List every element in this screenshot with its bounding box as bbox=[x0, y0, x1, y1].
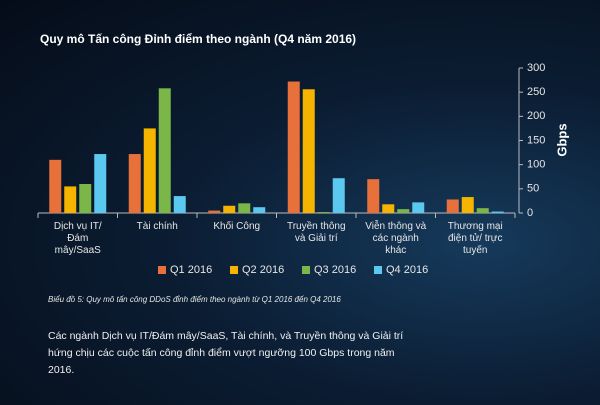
bar bbox=[238, 203, 251, 213]
bar bbox=[79, 184, 92, 213]
bar bbox=[412, 202, 425, 213]
bar bbox=[461, 197, 474, 213]
bar bbox=[397, 209, 410, 213]
legend-label: Q2 2016 bbox=[242, 264, 284, 276]
legend-swatch bbox=[158, 266, 166, 274]
bar bbox=[158, 88, 171, 213]
y-axis-label: Gbps bbox=[554, 123, 569, 156]
bar bbox=[94, 154, 107, 213]
bar bbox=[476, 208, 489, 213]
x-tick-label: Thương mại điện tử/ trực tuyến bbox=[447, 221, 503, 256]
y-tick-label: 50 bbox=[527, 183, 539, 195]
chart-title: Quy mô Tấn công Đỉnh điểm theo ngành (Q4… bbox=[40, 32, 357, 46]
bar bbox=[128, 154, 141, 213]
bar bbox=[143, 128, 156, 213]
bar bbox=[317, 212, 330, 213]
legend-label: Q1 2016 bbox=[170, 264, 212, 276]
bar bbox=[367, 179, 380, 213]
x-tick-label: Viễn thông và các ngành khác bbox=[365, 221, 427, 256]
bar bbox=[302, 89, 315, 213]
note: Các ngành Dịch vụ IT/Đám mây/SaaS, Tài c… bbox=[48, 330, 404, 376]
bar bbox=[49, 159, 62, 213]
y-tick-label: 0 bbox=[527, 207, 533, 219]
legend-label: Q3 2016 bbox=[314, 264, 356, 276]
x-tick-label: Khối Công bbox=[213, 221, 261, 232]
bar bbox=[491, 211, 504, 213]
x-tick-label: Truyền thông và Giải trí bbox=[286, 221, 346, 244]
legend-swatch bbox=[230, 266, 238, 274]
bar bbox=[287, 81, 300, 214]
y-tick-label: 250 bbox=[527, 86, 545, 98]
legend-swatch bbox=[374, 266, 382, 274]
bar bbox=[253, 207, 266, 213]
x-tick-label: Dịch vụ IT/Đám mây/SaaS bbox=[53, 221, 102, 256]
bar bbox=[332, 178, 345, 213]
bar bbox=[382, 204, 395, 213]
x-tick-label: Tài chính bbox=[136, 221, 178, 232]
legend-swatch bbox=[302, 266, 310, 274]
y-tick-label: 300 bbox=[527, 62, 545, 74]
bar bbox=[223, 205, 236, 213]
caption: Biểu đồ 5: Quy mô tấn công DDoS đỉnh điể… bbox=[48, 295, 341, 304]
bar bbox=[208, 210, 221, 213]
y-tick-label: 100 bbox=[527, 159, 545, 171]
bar bbox=[173, 196, 186, 213]
legend-label: Q4 2016 bbox=[386, 264, 428, 276]
bar bbox=[446, 199, 459, 213]
y-tick-label: 150 bbox=[527, 134, 545, 146]
bar bbox=[64, 186, 77, 213]
y-tick-label: 200 bbox=[527, 110, 545, 122]
